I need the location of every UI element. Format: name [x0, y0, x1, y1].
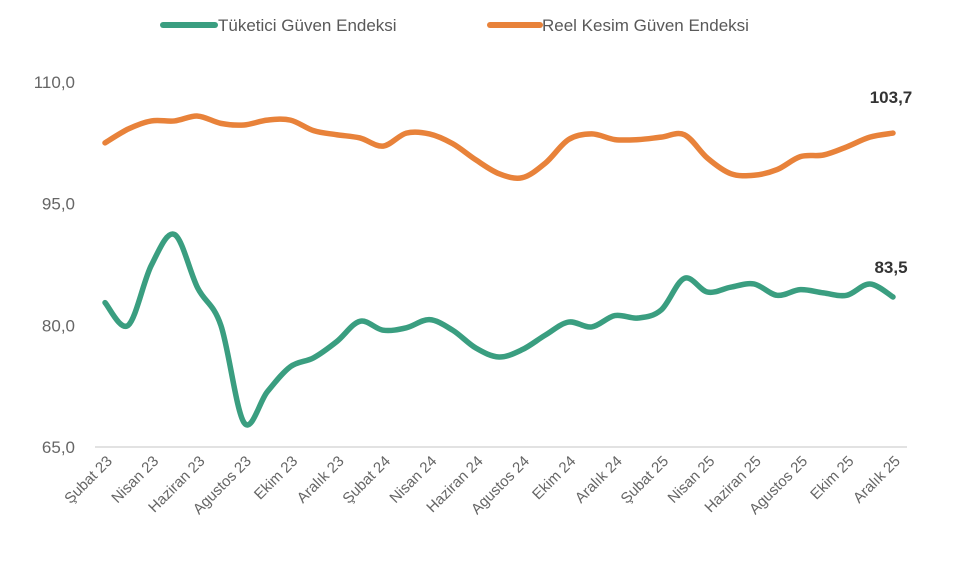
y-tick-label: 110,0: [34, 73, 75, 92]
y-tick-label: 95,0: [42, 195, 75, 214]
legend-item-consumer: Tüketici Güven Endeksi: [160, 16, 397, 35]
x-tick-label: Şubat 25: [618, 453, 672, 507]
y-tick-label: 65,0: [42, 438, 75, 457]
x-tick-label: Şubat 24: [339, 453, 393, 507]
legend: Tüketici Güven Endeksi Reel Kesim Güven …: [160, 16, 749, 35]
series-line-consumer: [102, 231, 896, 428]
legend-label-consumer: Tüketici Güven Endeksi: [218, 16, 397, 35]
data-label-last: 83,5: [874, 258, 907, 277]
x-tick-label: Şubat 23: [61, 453, 115, 507]
legend-item-real-sector: Reel Kesim Güven Endeksi: [487, 16, 749, 35]
x-tick-label: Aralık 25: [850, 453, 904, 507]
legend-label-real-sector: Reel Kesim Güven Endeksi: [542, 16, 749, 35]
x-tick-label: Aralık 23: [294, 453, 348, 507]
x-tick-label: Aralık 24: [572, 453, 626, 507]
y-tick-label: 80,0: [42, 316, 75, 335]
series-line-real-sector: [102, 113, 896, 181]
data-label-last: 103,7: [870, 88, 913, 107]
